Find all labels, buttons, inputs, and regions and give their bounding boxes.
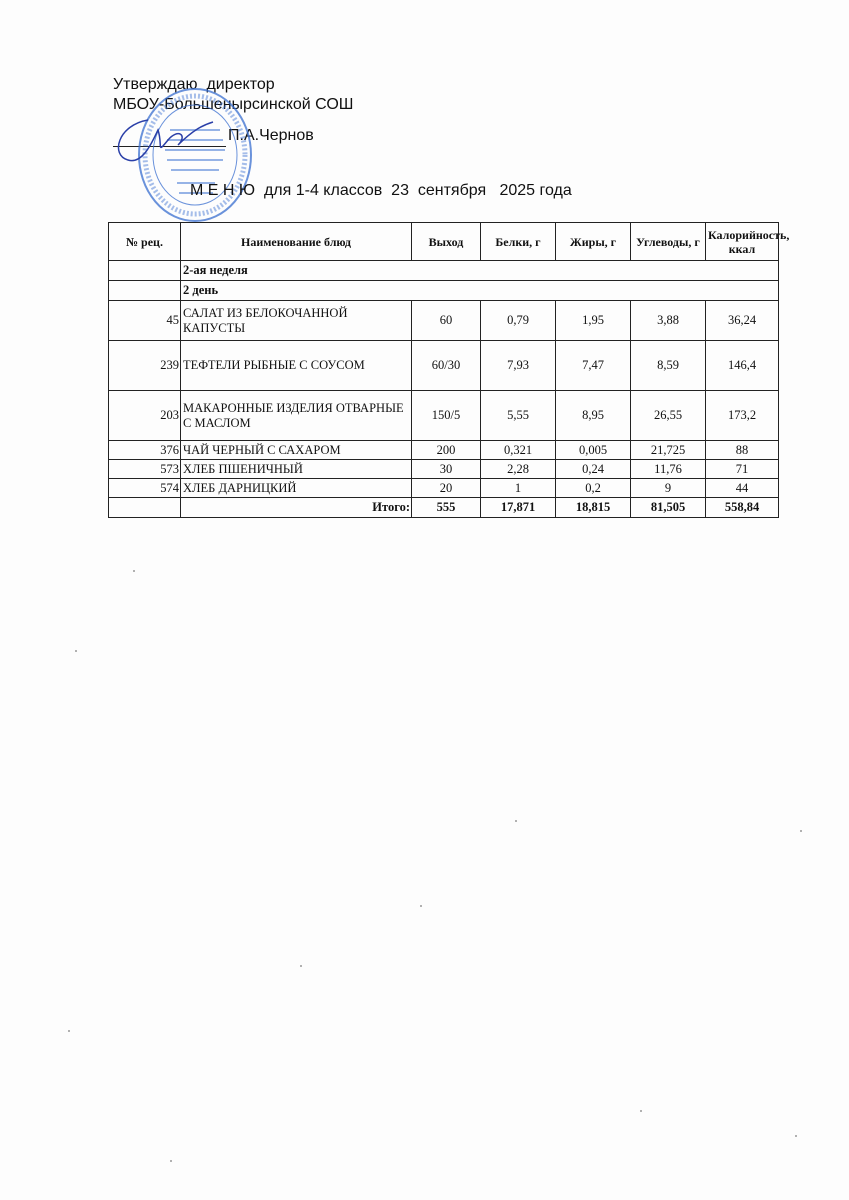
cell-fat: 1,95 bbox=[555, 300, 631, 341]
cell-fat: 0,2 bbox=[555, 478, 631, 498]
col-protein: Белки, г bbox=[480, 222, 556, 261]
scan-speck bbox=[420, 905, 422, 907]
col-kcal: Калорийность, ккал bbox=[705, 222, 789, 261]
cell-num: 45 bbox=[108, 300, 181, 341]
cell-kcal: 146,4 bbox=[705, 340, 779, 391]
cell-protein: 5,55 bbox=[480, 390, 556, 441]
cell-kcal: 71 bbox=[705, 459, 779, 479]
cell-num: 573 bbox=[108, 459, 181, 479]
table-row: 203 МАКАРОННЫЕ ИЗДЕЛИЯ ОТВАРНЫЕ С МАСЛОМ 1… bbox=[108, 390, 779, 441]
cell-carbs: 3,88 bbox=[630, 300, 706, 341]
cell-yield: 60/30 bbox=[411, 340, 481, 391]
scan-speck bbox=[133, 570, 135, 572]
total-fat: 18,815 bbox=[555, 497, 631, 518]
week-row: 2-ая неделя bbox=[108, 260, 779, 281]
cell-protein: 1 bbox=[480, 478, 556, 498]
approval-line: Утверждаю директор bbox=[113, 76, 275, 93]
cell-num: 239 bbox=[108, 340, 181, 391]
total-kcal: 558,84 bbox=[705, 497, 779, 518]
cell-name: МАКАРОННЫЕ ИЗДЕЛИЯ ОТВАРНЫЕ С МАСЛОМ bbox=[180, 390, 412, 441]
scan-speck bbox=[68, 1030, 70, 1032]
total-protein: 17,871 bbox=[480, 497, 556, 518]
table-row: 573 ХЛЕБ ПШЕНИЧНЫЙ 30 2,28 0,24 11,76 71 bbox=[108, 459, 779, 479]
signature bbox=[117, 119, 214, 162]
scan-speck bbox=[800, 830, 802, 832]
cell-kcal: 36,24 bbox=[705, 300, 779, 341]
school-stamp bbox=[138, 88, 252, 222]
cell-name: САЛАТ ИЗ БЕЛОКОЧАННОЙ КАПУСТЫ bbox=[180, 300, 412, 341]
cell-carbs: 26,55 bbox=[630, 390, 706, 441]
total-row: Итого: 555 17,871 18,815 81,505 558,84 bbox=[108, 497, 779, 518]
scan-speck bbox=[300, 965, 302, 967]
table-row: 239 ТЕФТЕЛИ РЫБНЫЕ С СОУСОМ 60/30 7,93 7,47 8… bbox=[108, 340, 779, 391]
col-carbs: Углеводы, г bbox=[630, 222, 706, 261]
scan-speck bbox=[75, 650, 77, 652]
total-yield: 555 bbox=[411, 497, 481, 518]
cell-num: 376 bbox=[108, 440, 181, 460]
cell-protein: 0,321 bbox=[480, 440, 556, 460]
table-row: 45 САЛАТ ИЗ БЕЛОКОЧАННОЙ КАПУСТЫ 60 0,79 1,9… bbox=[108, 300, 779, 341]
cell-kcal: 173,2 bbox=[705, 390, 779, 441]
cell-carbs: 11,76 bbox=[630, 459, 706, 479]
cell-fat: 0,005 bbox=[555, 440, 631, 460]
cell-yield: 30 bbox=[411, 459, 481, 479]
cell-yield: 200 bbox=[411, 440, 481, 460]
cell-carbs: 21,725 bbox=[630, 440, 706, 460]
cell-fat: 7,47 bbox=[555, 340, 631, 391]
cell-name: ХЛЕБ ДАРНИЦКИЙ bbox=[180, 478, 412, 498]
col-dish-name: Наименование блюд bbox=[180, 222, 412, 261]
cell-protein: 7,93 bbox=[480, 340, 556, 391]
cell-name: ЧАЙ ЧЕРНЫЙ С САХАРОМ bbox=[180, 440, 412, 460]
cell-kcal: 88 bbox=[705, 440, 779, 460]
scan-speck bbox=[640, 1110, 642, 1112]
signature-line bbox=[113, 146, 226, 147]
table-row: 574 ХЛЕБ ДАРНИЦКИЙ 20 1 0,2 9 44 bbox=[108, 478, 779, 498]
total-carbs: 81,505 bbox=[630, 497, 706, 518]
cell-yield: 60 bbox=[411, 300, 481, 341]
cell-yield: 20 bbox=[411, 478, 481, 498]
week-label: 2-ая неделя bbox=[180, 260, 779, 281]
table-header-row: № рец. Наименование блюд Выход Белки, г … bbox=[108, 222, 789, 261]
scan-speck bbox=[795, 1135, 797, 1137]
cell-carbs: 8,59 bbox=[630, 340, 706, 391]
cell-kcal: 44 bbox=[705, 478, 779, 498]
empty-cell bbox=[108, 497, 181, 518]
cell-name: ТЕФТЕЛИ РЫБНЫЕ С СОУСОМ bbox=[180, 340, 412, 391]
col-fat: Жиры, г bbox=[555, 222, 631, 261]
cell-num: 203 bbox=[108, 390, 181, 441]
cell-yield: 150/5 bbox=[411, 390, 481, 441]
total-label: Итого: bbox=[180, 497, 412, 518]
col-recipe-no: № рец. bbox=[108, 222, 181, 261]
cell-protein: 2,28 bbox=[480, 459, 556, 479]
cell-fat: 0,24 bbox=[555, 459, 631, 479]
menu-title: М Е Н Ю для 1-4 классов 23 сентября 2025… bbox=[190, 182, 572, 199]
scan-speck bbox=[170, 1160, 172, 1162]
day-row: 2 день bbox=[108, 280, 779, 301]
cell-fat: 8,95 bbox=[555, 390, 631, 441]
table-row: 376 ЧАЙ ЧЕРНЫЙ С САХАРОМ 200 0,321 0,005 21,7… bbox=[108, 440, 779, 460]
cell-name: ХЛЕБ ПШЕНИЧНЫЙ bbox=[180, 459, 412, 479]
cell-num: 574 bbox=[108, 478, 181, 498]
cell-protein: 0,79 bbox=[480, 300, 556, 341]
day-label: 2 день bbox=[180, 280, 779, 301]
menu-table: № рец. Наименование блюд Выход Белки, г … bbox=[108, 222, 789, 518]
scan-speck bbox=[515, 820, 517, 822]
col-yield: Выход bbox=[411, 222, 481, 261]
cell-carbs: 9 bbox=[630, 478, 706, 498]
